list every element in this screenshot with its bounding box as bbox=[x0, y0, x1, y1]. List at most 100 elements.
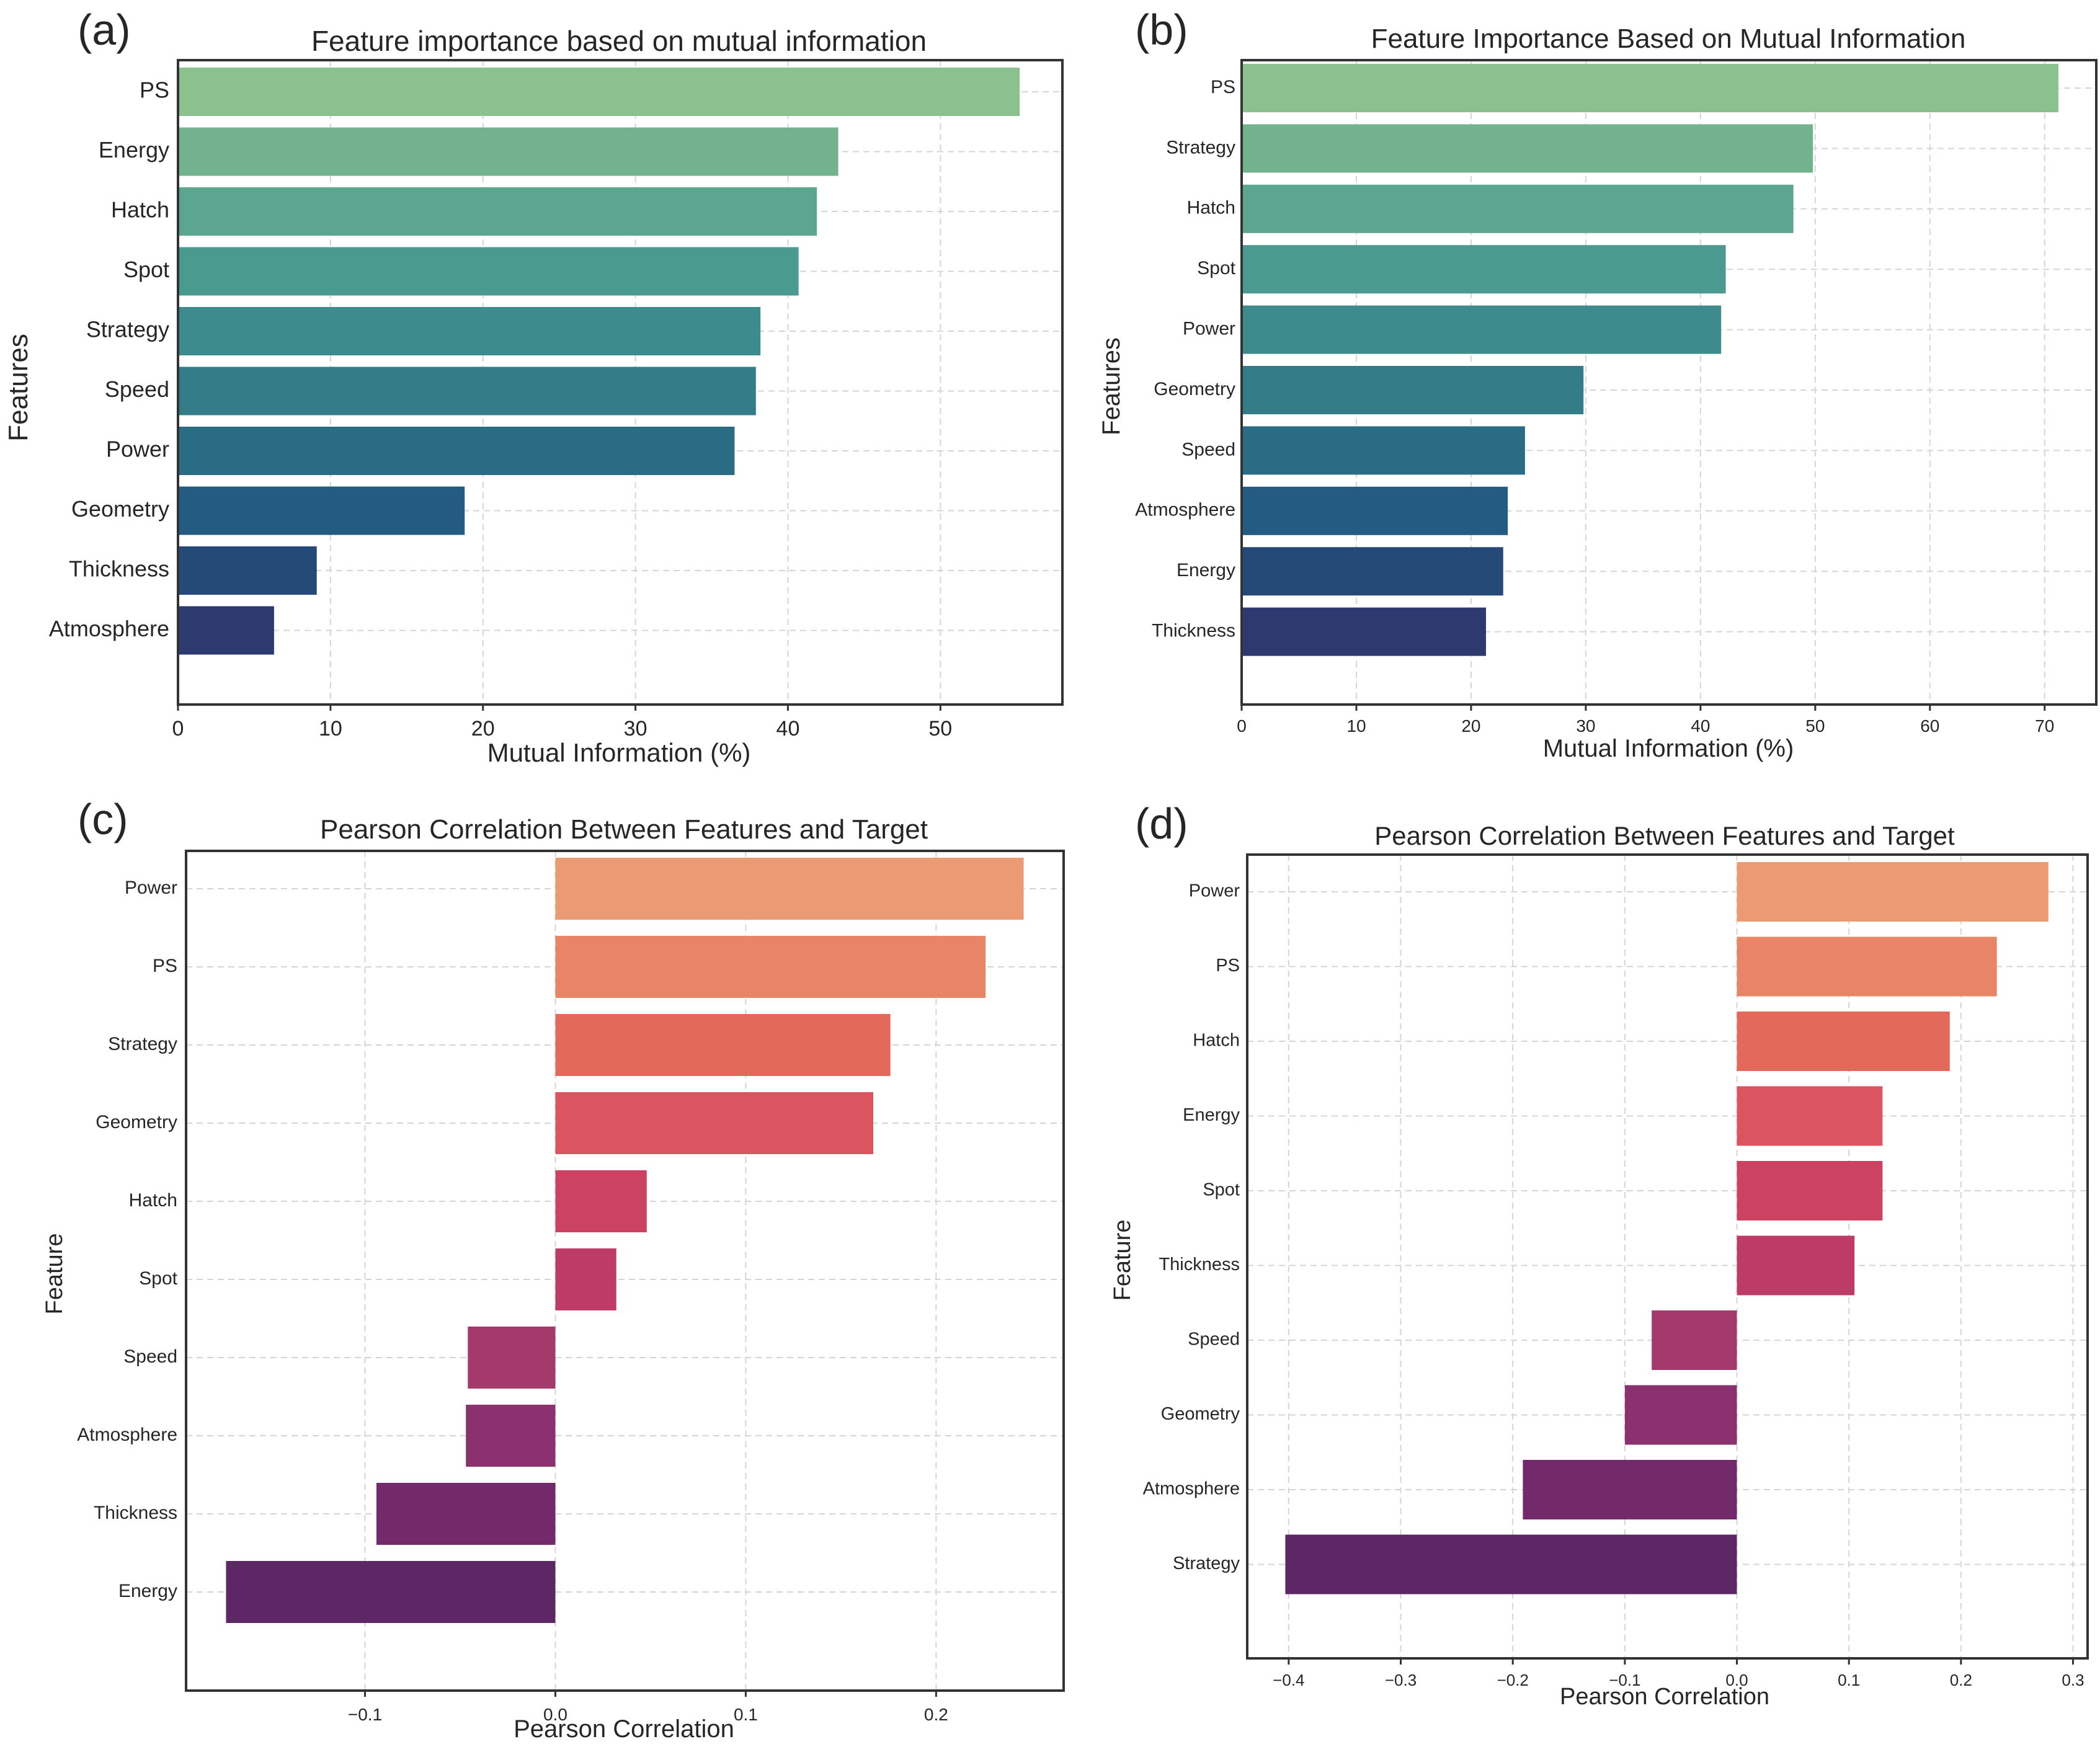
chart2-xtick-label-0: −0.1 bbox=[348, 1705, 382, 1724]
chart0-bar-power bbox=[178, 427, 735, 475]
panel-d: (d) Pearson Correlation Between Features… bbox=[1110, 799, 2089, 1710]
chart0-axes-frame bbox=[177, 59, 1064, 706]
chart3-bar-speed bbox=[1652, 1310, 1737, 1370]
chart0-bar-thickness bbox=[178, 546, 317, 595]
chart0-category-label-strategy: Strategy bbox=[86, 317, 169, 342]
panel-a-xlabel: Mutual Information (%) bbox=[487, 738, 751, 767]
chart0-category-label-hatch: Hatch bbox=[111, 197, 169, 223]
chart3-bar-spot bbox=[1737, 1161, 1883, 1221]
chart3-category-label-geometry: Geometry bbox=[1161, 1404, 1240, 1424]
chart1-category-label-speed: Speed bbox=[1181, 439, 1235, 460]
chart3-bar-geometry bbox=[1624, 1385, 1737, 1445]
chart0-category-label-power: Power bbox=[106, 437, 169, 462]
chart0-category-label-speed: Speed bbox=[105, 376, 169, 402]
chart1-xtick-label-1: 10 bbox=[1346, 716, 1366, 736]
chart3-category-label-ps: PS bbox=[1216, 956, 1240, 976]
chart0-category-label-geometry: Geometry bbox=[71, 496, 169, 522]
chart2-category-label-speed: Speed bbox=[123, 1346, 177, 1367]
chart2-bar-hatch bbox=[555, 1170, 647, 1232]
chart1-xtick-label-3: 30 bbox=[1576, 716, 1595, 736]
panel-a-plot: PS Energy Hatch Spot Strategy Speed Power Geome… bbox=[49, 59, 1064, 740]
chart1-bar-power bbox=[1242, 305, 1722, 354]
panel-a-label: (a) bbox=[78, 6, 131, 54]
chart2-category-label-hatch: Hatch bbox=[129, 1190, 177, 1211]
chart3-category-label-power: Power bbox=[1189, 881, 1240, 901]
panel-d-title: Pearson Correlation Between Features and… bbox=[1374, 821, 1955, 850]
panel-d-xlabel: Pearson Correlation bbox=[1560, 1684, 1769, 1710]
panel-d-plot: Power PS Hatch Energy Spot Thickness Speed Geom… bbox=[1143, 853, 2089, 1689]
chart0-xtick-label-1: 10 bbox=[319, 717, 342, 740]
chart3-bar-ps bbox=[1737, 936, 1997, 997]
chart3-bar-hatch bbox=[1737, 1012, 1950, 1071]
chart1-xtick-label-2: 20 bbox=[1461, 716, 1480, 736]
chart3-category-label-hatch: Hatch bbox=[1193, 1031, 1240, 1051]
panel-b-xlabel: Mutual Information (%) bbox=[1543, 735, 1794, 762]
chart0-xtick-label-0: 0 bbox=[172, 717, 184, 740]
chart3-xtick-label-5: 0.1 bbox=[1838, 1671, 1860, 1689]
panel-c-ylabel: Feature bbox=[42, 1234, 68, 1315]
chart0-bar-hatch bbox=[178, 187, 817, 236]
chart1-category-label-strategy: Strategy bbox=[1166, 137, 1235, 158]
panel-b-label: (b) bbox=[1135, 6, 1188, 54]
chart2-xtick-label-1: 0.0 bbox=[543, 1705, 567, 1724]
chart0-bar-ps bbox=[178, 68, 1020, 116]
chart1-category-label-atmosphere: Atmosphere bbox=[1135, 500, 1235, 520]
chart0-category-label-thickness: Thickness bbox=[69, 556, 169, 582]
panel-d-label: (d) bbox=[1135, 799, 1188, 848]
panel-c-plot: Power PS Strategy Geometry Hatch Spot Speed Atm… bbox=[77, 850, 1065, 1724]
chart1-axes-frame bbox=[1240, 59, 2098, 706]
chart2-bar-geometry bbox=[555, 1092, 874, 1154]
chart1-category-label-hatch: Hatch bbox=[1187, 198, 1235, 218]
chart2-bar-thickness bbox=[376, 1483, 556, 1545]
chart3-bar-power bbox=[1737, 862, 2049, 922]
chart0-xtick-label-2: 20 bbox=[471, 717, 495, 740]
chart3-xtick-label-7: 0.3 bbox=[2062, 1671, 2084, 1689]
chart3-xtick-label-4: 0.0 bbox=[1725, 1671, 1748, 1689]
panel-c-label: (c) bbox=[78, 795, 128, 843]
chart2-xtick-label-3: 0.2 bbox=[924, 1705, 948, 1724]
chart2-bar-strategy bbox=[555, 1014, 891, 1076]
chart2-bar-energy bbox=[226, 1561, 556, 1623]
chart1-xtick-label-6: 60 bbox=[1920, 716, 1939, 736]
chart1-xtick-label-7: 70 bbox=[2035, 716, 2054, 736]
chart0-category-label-energy: Energy bbox=[99, 137, 169, 162]
chart1-bar-energy bbox=[1242, 547, 1503, 596]
chart1-category-label-spot: Spot bbox=[1197, 258, 1235, 278]
chart1-bar-ps bbox=[1242, 64, 2058, 112]
chart0-bar-atmosphere bbox=[178, 606, 274, 655]
panel-c-xlabel: Pearson Correlation bbox=[514, 1715, 734, 1743]
chart2-category-label-strategy: Strategy bbox=[108, 1034, 177, 1054]
chart3-category-label-strategy: Strategy bbox=[1173, 1554, 1240, 1573]
chart0-category-label-ps: PS bbox=[140, 78, 169, 103]
chart3-xtick-label-2: −0.2 bbox=[1497, 1671, 1529, 1689]
chart3-bar-atmosphere bbox=[1523, 1460, 1737, 1519]
chart1-category-label-geometry: Geometry bbox=[1154, 379, 1235, 399]
chart3-bar-strategy bbox=[1285, 1534, 1737, 1594]
chart3-category-label-spot: Spot bbox=[1203, 1180, 1240, 1200]
panel-d-ylabel: Feature bbox=[1110, 1220, 1136, 1301]
panel-a-ylabel: Features bbox=[3, 334, 33, 442]
chart1-bar-geometry bbox=[1242, 366, 1584, 414]
chart0-bar-energy bbox=[178, 127, 839, 176]
chart2-bar-power bbox=[555, 858, 1024, 920]
chart3-category-label-speed: Speed bbox=[1188, 1330, 1240, 1350]
chart1-category-label-energy: Energy bbox=[1177, 560, 1235, 580]
chart1-bar-spot bbox=[1242, 245, 1726, 294]
chart1-category-label-ps: PS bbox=[1211, 77, 1235, 97]
panel-c-title: Pearson Correlation Between Features and… bbox=[320, 814, 928, 845]
chart2-bar-speed bbox=[468, 1327, 556, 1389]
chart3-category-label-thickness: Thickness bbox=[1159, 1255, 1240, 1274]
chart0-xtick-label-5: 50 bbox=[928, 717, 952, 740]
chart1-bar-atmosphere bbox=[1242, 486, 1508, 535]
chart1-bar-hatch bbox=[1242, 184, 1794, 233]
panel-a-title: Feature importance based on mutual infor… bbox=[311, 25, 927, 57]
chart2-category-label-atmosphere: Atmosphere bbox=[77, 1425, 177, 1445]
chart2-bar-atmosphere bbox=[466, 1405, 556, 1467]
chart3-xtick-label-6: 0.2 bbox=[1950, 1671, 1972, 1689]
chart3-bar-thickness bbox=[1737, 1235, 1855, 1296]
chart2-bar-spot bbox=[555, 1248, 616, 1310]
panel-b-ylabel: Features bbox=[1098, 337, 1125, 435]
chart3-category-label-atmosphere: Atmosphere bbox=[1143, 1479, 1240, 1499]
chart0-bar-geometry bbox=[178, 486, 465, 535]
